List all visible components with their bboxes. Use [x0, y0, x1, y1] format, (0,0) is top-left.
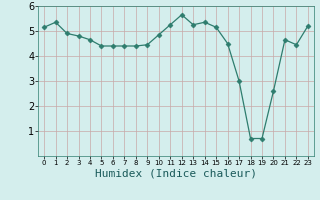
X-axis label: Humidex (Indice chaleur): Humidex (Indice chaleur) — [95, 169, 257, 179]
